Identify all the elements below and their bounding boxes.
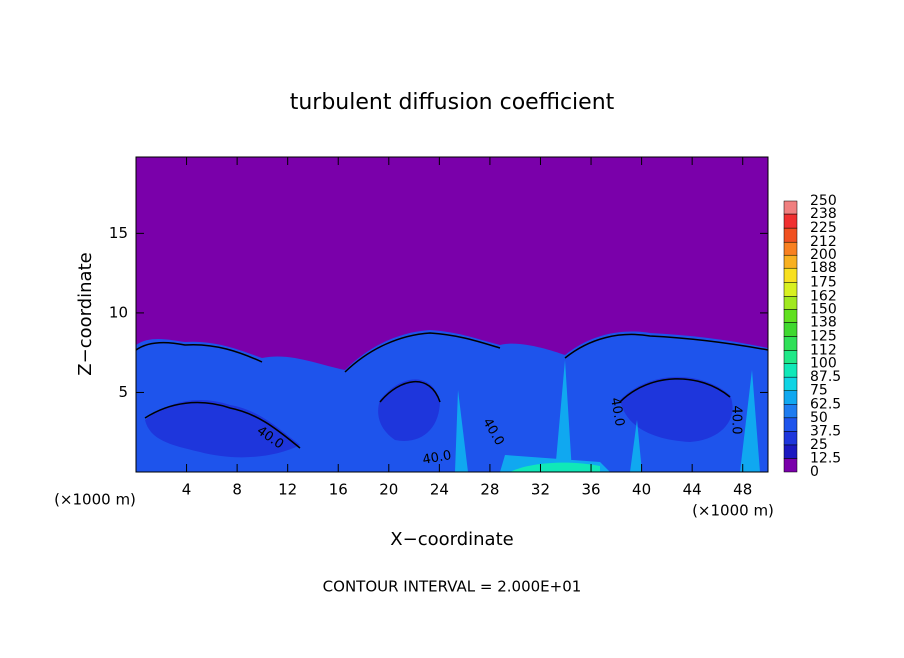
colorbar-label: 250 (810, 193, 837, 209)
x-tick-label: 28 (480, 481, 499, 499)
colorbar-swatch (783, 444, 798, 459)
colorbar-label: 112 (810, 343, 837, 359)
colorbar-label: 50 (810, 410, 828, 426)
x-tick-label: 24 (430, 481, 449, 499)
chart-title: turbulent diffusion coefficient (290, 90, 615, 115)
colorbar-swatch (783, 363, 798, 378)
colorbar-swatch (783, 254, 798, 269)
colorbar-swatch (783, 267, 798, 283)
colorbar-label: 75 (810, 383, 828, 399)
contour-line (135, 332, 769, 449)
colorbar-swatch (783, 431, 798, 446)
x-tick-label: 20 (379, 481, 398, 499)
colorbar-label: 188 (810, 260, 837, 276)
colorbar-swatch (783, 350, 798, 364)
y-tick-label: 10 (109, 303, 128, 321)
x-tick-label: 16 (329, 481, 348, 499)
field (135, 157, 769, 472)
y-tick-label: 5 (118, 383, 128, 401)
colorbar-label: 100 (810, 356, 837, 372)
colorbar-label: 200 (810, 247, 837, 263)
x-tick-label: 4 (182, 481, 192, 499)
colorbar-swatch (783, 376, 798, 391)
x-tick-label: 36 (581, 481, 600, 499)
colorbar-label: 212 (810, 234, 837, 250)
colorbar-swatch (783, 404, 798, 419)
colorbar-label: 0 (810, 464, 819, 480)
colorbar-label: 37.5 (810, 423, 841, 439)
contour-label: 40.0 (607, 396, 627, 427)
colorbar-label: 175 (810, 274, 837, 290)
colorbar-swatch (783, 417, 798, 432)
y-unit-label: (×1000 m) (54, 491, 136, 509)
x-tick-label: 44 (683, 481, 702, 499)
colorbar-swatch (783, 200, 798, 215)
colorbar-label: 87.5 (810, 369, 841, 385)
colorbar-swatch (783, 390, 798, 405)
colorbar-swatch (783, 322, 798, 337)
y-axis-label: Z−coordinate (75, 252, 96, 375)
colorbar-label: 150 (810, 301, 837, 317)
field-region (510, 462, 600, 472)
footer-note: CONTOUR INTERVAL = 2.000E+01 (323, 578, 582, 596)
colorbar-swatch (783, 309, 798, 323)
colorbar-swatch (783, 227, 798, 243)
x-tick-label: 40 (632, 481, 651, 499)
contour-label: 40.0 (729, 406, 744, 435)
colorbar-swatch (783, 241, 798, 256)
x-tick-label: 12 (278, 481, 297, 499)
plot-frame (135, 156, 769, 473)
colorbar-swatch (783, 296, 798, 310)
x-axis-label: X−coordinate (390, 529, 513, 550)
colorbar-label: 238 (810, 206, 837, 222)
x-unit-label: (×1000 m) (692, 502, 774, 520)
colorbar-swatch (783, 213, 798, 229)
x-tick-label: 8 (232, 481, 242, 499)
colorbar-label: 162 (810, 288, 837, 304)
colorbar-label: 225 (810, 220, 837, 236)
colorbar-label: 62.5 (810, 396, 841, 412)
colorbar-label: 138 (810, 314, 837, 330)
colorbar-label: 125 (810, 329, 837, 345)
field-region (145, 376, 733, 458)
x-tick-label: 48 (733, 481, 752, 499)
colorbar-label: 12.5 (810, 450, 841, 466)
y-tick-label: 15 (109, 224, 128, 242)
colorbar-swatch (783, 336, 798, 351)
colorbar-swatch (783, 458, 798, 473)
contour-label: 40.0 (421, 448, 452, 468)
colorbar-label: 25 (810, 437, 828, 453)
field-region (136, 330, 768, 472)
colorbar-swatch (783, 282, 798, 297)
x-tick-label: 32 (531, 481, 550, 499)
